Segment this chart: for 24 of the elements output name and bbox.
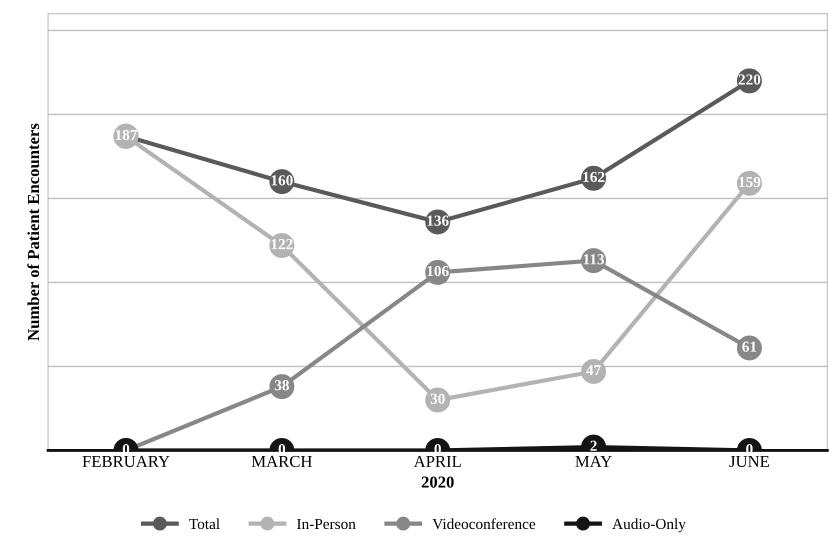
y-axis-title: Number of Patient Encounters — [27, 124, 40, 341]
data-label: 61 — [742, 342, 756, 352]
data-label: 30 — [430, 394, 445, 404]
x-tick-label: MAY — [575, 456, 612, 467]
data-label: 38 — [274, 380, 289, 390]
data-label: 220 — [738, 74, 760, 85]
data-label: 187 — [116, 130, 138, 140]
x-tick-label: JUNE — [729, 456, 769, 468]
x-tick-label: MARCH — [252, 456, 312, 468]
data-label: 47 — [586, 365, 601, 376]
data-label: 122 — [272, 239, 293, 250]
data-label: 113 — [584, 254, 604, 264]
legend-label: Total — [189, 518, 220, 530]
data-label: 136 — [427, 216, 449, 226]
x-tick-label: FEBRUARY — [82, 456, 170, 468]
x-axis-title: 2020 — [422, 476, 454, 488]
x-tick-label: APRIL — [414, 456, 461, 467]
data-label: 162 — [583, 172, 604, 182]
legend-label: Videoconference — [432, 518, 536, 530]
data-label: 106 — [427, 266, 449, 276]
legend-label: Audio-Only — [612, 518, 686, 532]
legend-label: In-Person — [297, 518, 356, 530]
data-label: 159 — [739, 176, 760, 188]
data-label: 160 — [272, 175, 293, 186]
